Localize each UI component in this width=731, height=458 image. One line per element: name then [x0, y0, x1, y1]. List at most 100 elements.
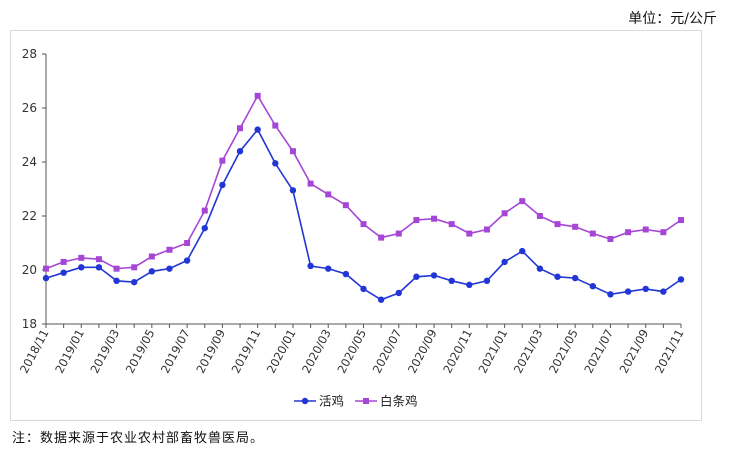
- series-1-point-29: [554, 273, 561, 280]
- y-tick-label-26: 26: [22, 101, 37, 115]
- y-tick-label-18: 18: [22, 317, 37, 331]
- x-tick-label-2018/11: 2018/11: [17, 327, 52, 376]
- x-tick-label-2020/01: 2020/01: [264, 327, 299, 376]
- series-1-point-12: [254, 126, 261, 133]
- series-1-point-26: [501, 258, 508, 266]
- source-note: 注：数据来源于农业农村部畜牧兽医局。: [12, 431, 265, 446]
- series-1-point-36: [677, 276, 685, 283]
- series-2-point-14: [289, 148, 296, 155]
- series-2-point-8: [184, 240, 191, 246]
- x-tick-label-2019/09: 2019/09: [193, 327, 228, 376]
- series-2-point-25: [483, 226, 490, 233]
- series-2-point-10: [219, 157, 226, 164]
- x-tick-label-2019/07: 2019/07: [158, 327, 193, 376]
- series-2-point-13: [272, 122, 279, 129]
- series-1-point-13: [272, 160, 279, 167]
- series-line-1: [45, 128, 682, 301]
- series-2-point-12: [254, 92, 261, 99]
- x-tick-label-2021/09: 2021/09: [617, 327, 652, 376]
- series-2-point-21: [413, 217, 420, 224]
- series-2-point-20: [395, 230, 402, 237]
- series-2-point-30: [572, 223, 579, 230]
- series-2-point-7: [166, 246, 173, 253]
- legend-label-1: 活鸡: [319, 394, 344, 409]
- series-2-point-3: [95, 256, 102, 263]
- x-tick-label-2019/03: 2019/03: [87, 327, 122, 376]
- legend-marker-2: [363, 398, 369, 404]
- series-1-point-17: [342, 270, 350, 278]
- x-tick-label-2019/01: 2019/01: [52, 327, 87, 376]
- series-2-point-28: [536, 213, 543, 219]
- series-1-point-25: [483, 277, 491, 284]
- series-1-point-21: [413, 273, 420, 280]
- series-1-point-30: [571, 274, 579, 282]
- line-chart: 18 20 22 24 26 28 2018/11 2019/01 2019/03 2019/05…: [17, 47, 687, 409]
- y-tick-label-28: 28: [22, 47, 37, 61]
- x-tick-label-2020/03: 2020/03: [299, 327, 334, 376]
- series-line-2: [45, 94, 682, 270]
- series-2-point-23: [448, 221, 455, 228]
- series-1-point-24: [466, 281, 473, 289]
- x-tick-label-2019/11: 2019/11: [229, 327, 264, 376]
- series-1-point-34: [642, 285, 649, 293]
- legend-label-2: 白条鸡: [380, 394, 418, 409]
- x-tick-label-2021/01: 2021/01: [475, 327, 510, 376]
- x-tick-label-2021/07: 2021/07: [581, 327, 616, 376]
- chart-frame: 18 20 22 24 26 28 2018/11 2019/01 2019/03 2019/05…: [10, 30, 702, 421]
- x-tick-label-2020/11: 2020/11: [440, 327, 475, 376]
- unit-label: 单位：元/公斤: [628, 11, 717, 27]
- series-1-point-16: [325, 265, 332, 272]
- series-1-point-15: [307, 262, 314, 270]
- series-1-point-11: [236, 148, 244, 155]
- series-2-point-1: [60, 258, 67, 265]
- series-2-point-32: [607, 235, 614, 242]
- series-1-point-31: [589, 283, 597, 290]
- series-2-point-16: [325, 191, 332, 198]
- series-1-point-32: [607, 291, 614, 298]
- y-tick-label-22: 22: [22, 209, 37, 223]
- series-2-point-17: [342, 202, 349, 209]
- legend-marker-1: [301, 397, 309, 405]
- series-1-point-2: [78, 264, 85, 271]
- series-2-point-6: [148, 253, 155, 260]
- series-2-point-4: [113, 265, 120, 272]
- series-1-point-3: [95, 264, 103, 271]
- series-2-point-22: [431, 215, 438, 222]
- x-tick-label-2021/11: 2021/11: [652, 327, 687, 376]
- series-2-point-29: [554, 221, 561, 228]
- series-1-point-22: [430, 272, 438, 279]
- series-2-point-0: [43, 265, 49, 272]
- series-2-point-18: [360, 221, 367, 228]
- series-1-point-4: [113, 277, 120, 284]
- y-tick-label-24: 24: [22, 155, 37, 169]
- series-2-point-36: [678, 217, 684, 224]
- x-tick-label-2020/05: 2020/05: [334, 327, 369, 376]
- series-2-point-31: [589, 230, 596, 237]
- series-1-point-8: [183, 257, 191, 264]
- y-tick-label-20: 20: [22, 263, 37, 277]
- series-2-point-33: [625, 229, 632, 236]
- series-1-point-28: [536, 265, 544, 272]
- series-1-point-35: [660, 288, 667, 295]
- series-2-point-34: [642, 226, 649, 233]
- series-2-point-19: [378, 234, 385, 241]
- x-tick-label-2020/09: 2020/09: [405, 327, 440, 376]
- x-tick-label-2021/03: 2021/03: [511, 327, 546, 376]
- series-2-point-27: [519, 198, 526, 205]
- series-1-point-19: [377, 296, 385, 303]
- series-1-point-18: [360, 285, 367, 293]
- series-2-point-11: [237, 125, 244, 132]
- series-2-point-35: [660, 229, 667, 236]
- series-2-point-15: [307, 180, 314, 187]
- series-1-point-0: [42, 274, 50, 282]
- series-2-point-26: [501, 210, 508, 217]
- series-1-point-27: [519, 247, 526, 255]
- series-1-point-20: [395, 289, 402, 297]
- series-1-point-7: [166, 265, 173, 272]
- series-1-point-9: [201, 224, 208, 232]
- series-2-point-2: [78, 254, 85, 261]
- series-1-point-14: [289, 187, 297, 194]
- series-1-point-1: [60, 269, 67, 276]
- series-2-point-5: [131, 264, 138, 271]
- series-2-point-24: [466, 230, 473, 237]
